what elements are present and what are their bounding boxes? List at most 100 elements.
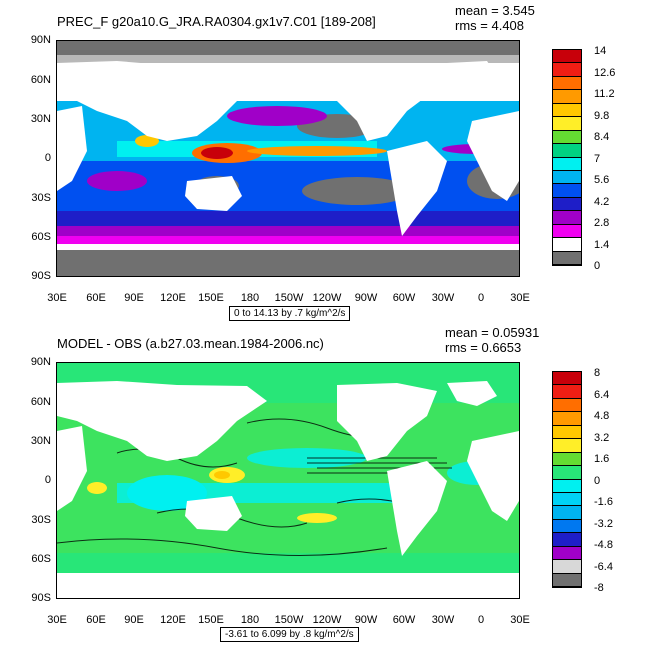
- top-legend-label: 1.4: [594, 239, 610, 251]
- top-xtick: 30W: [431, 292, 455, 304]
- colorbar-swatch: [553, 103, 581, 118]
- bottom-map-plot: [56, 362, 520, 599]
- bottom-ytick-60n: 60N: [30, 396, 51, 408]
- bottom-xtick: 180: [240, 614, 260, 626]
- colorbar-swatch: [553, 224, 581, 239]
- top-xtick: 60W: [392, 292, 416, 304]
- bottom-difference-field: [57, 363, 519, 598]
- colorbar-swatch: [553, 144, 581, 158]
- bottom-xtick: 60W: [392, 614, 416, 626]
- top-xtick: 120W: [312, 292, 342, 304]
- top-ytick-90n: 90N: [30, 34, 51, 46]
- top-map-plot: [56, 40, 520, 277]
- top-panel-title: PREC_F g20a10.G_JRA.RA0304.gx1v7.C01 [18…: [57, 14, 376, 29]
- bottom-xtick: 150E: [198, 614, 224, 626]
- colorbar-swatch: [553, 439, 581, 453]
- colorbar-swatch: [553, 63, 581, 77]
- bottom-legend-label: -1.6: [594, 496, 613, 508]
- colorbar-swatch: [553, 238, 581, 252]
- bottom-legend-label: -4.8: [594, 539, 613, 551]
- top-xtick: 150E: [198, 292, 224, 304]
- top-ytick-0: 0: [44, 152, 51, 164]
- bottom-legend-label: 4.8: [594, 410, 610, 422]
- bottom-ytick-90n: 90N: [30, 356, 51, 368]
- top-ytick-90s: 90S: [31, 270, 51, 282]
- bottom-xtick: 90W: [354, 614, 378, 626]
- bottom-legend-label: 3.2: [594, 432, 610, 444]
- bottom-ytick-60s: 60S: [31, 553, 51, 565]
- top-xtick: 120E: [160, 292, 186, 304]
- bottom-legend-label: -3.2: [594, 518, 613, 530]
- bottom-legend-label: 8: [594, 367, 601, 379]
- colorbar-swatch: [553, 117, 581, 131]
- bottom-legend-label: -8: [594, 582, 604, 594]
- top-panel-rms: rms = 4.408: [455, 18, 525, 33]
- bottom-xtick: 0: [477, 614, 485, 626]
- top-legend-label: 14: [594, 45, 607, 57]
- top-legend-label: 8.4: [594, 131, 610, 143]
- top-xtick: 30E: [510, 292, 530, 304]
- colorbar-swatch: [553, 560, 581, 574]
- colorbar-swatch: [553, 425, 581, 440]
- top-legend-label: 9.8: [594, 110, 610, 122]
- bottom-xtick: 150W: [274, 614, 304, 626]
- top-legend-label: 0: [594, 260, 601, 272]
- top-colorbar: [552, 49, 582, 266]
- bottom-legend-label: 1.6: [594, 453, 610, 465]
- colorbar-swatch: [553, 519, 581, 534]
- bottom-ytick-30n: 30N: [30, 435, 51, 447]
- top-ytick-30n: 30N: [30, 113, 51, 125]
- top-legend-label: 7: [594, 153, 601, 165]
- bottom-xtick: 120W: [312, 614, 342, 626]
- top-xtick: 90E: [124, 292, 144, 304]
- bottom-panel-title: MODEL - OBS (a.b27.03.mean.1984-2006.nc): [57, 336, 324, 351]
- top-xtick: 180: [240, 292, 260, 304]
- colorbar-swatch: [553, 50, 581, 64]
- top-legend-label: 4.2: [594, 196, 610, 208]
- colorbar-swatch: [553, 506, 581, 520]
- colorbar-swatch: [553, 385, 581, 399]
- colorbar-swatch: [553, 197, 581, 212]
- top-xtick: 30E: [47, 292, 67, 304]
- colorbar-swatch: [553, 533, 581, 547]
- top-ytick-60n: 60N: [30, 74, 51, 86]
- top-legend-label: 5.6: [594, 174, 610, 186]
- bottom-panel-mean: mean = 0.05931: [445, 325, 540, 340]
- bottom-panel-rms: rms = 0.6653: [445, 340, 522, 355]
- bottom-ytick-30s: 30S: [31, 514, 51, 526]
- colorbar-swatch: [553, 157, 581, 171]
- bottom-xtick: 30E: [510, 614, 530, 626]
- colorbar-swatch: [553, 573, 581, 587]
- bottom-legend-label: -6.4: [594, 561, 613, 573]
- colorbar-swatch: [553, 90, 581, 104]
- top-panel-mean: mean = 3.545: [455, 3, 535, 18]
- bottom-xtick: 60E: [86, 614, 106, 626]
- colorbar-swatch: [553, 412, 581, 426]
- bottom-xtick: 90E: [124, 614, 144, 626]
- top-xtick: 150W: [274, 292, 304, 304]
- bottom-xtick: 120E: [160, 614, 186, 626]
- bottom-ytick-0: 0: [44, 474, 51, 486]
- top-xtick: 0: [477, 292, 485, 304]
- colorbar-swatch: [553, 546, 581, 561]
- bottom-xtick: 30E: [47, 614, 67, 626]
- colorbar-swatch: [553, 452, 581, 467]
- bottom-legend-label: 0: [594, 475, 601, 487]
- bottom-ytick-90s: 90S: [31, 592, 51, 604]
- colorbar-swatch: [553, 130, 581, 145]
- colorbar-swatch: [553, 170, 581, 185]
- colorbar-swatch: [553, 251, 581, 265]
- top-xtick: 60E: [86, 292, 106, 304]
- colorbar-swatch: [553, 372, 581, 386]
- top-ytick-30s: 30S: [31, 192, 51, 204]
- top-contour-info: 0 to 14.13 by .7 kg/m^2/s: [229, 306, 351, 321]
- bottom-contour-info: -3.61 to 6.099 by .8 kg/m^2/s: [220, 627, 359, 642]
- bottom-xtick: 30W: [431, 614, 455, 626]
- colorbar-swatch: [553, 184, 581, 198]
- top-legend-label: 11.2: [594, 88, 615, 100]
- colorbar-swatch: [553, 211, 581, 225]
- colorbar-swatch: [553, 479, 581, 493]
- bottom-legend-label: 6.4: [594, 389, 610, 401]
- colorbar-swatch: [553, 492, 581, 507]
- top-legend-label: 2.8: [594, 217, 610, 229]
